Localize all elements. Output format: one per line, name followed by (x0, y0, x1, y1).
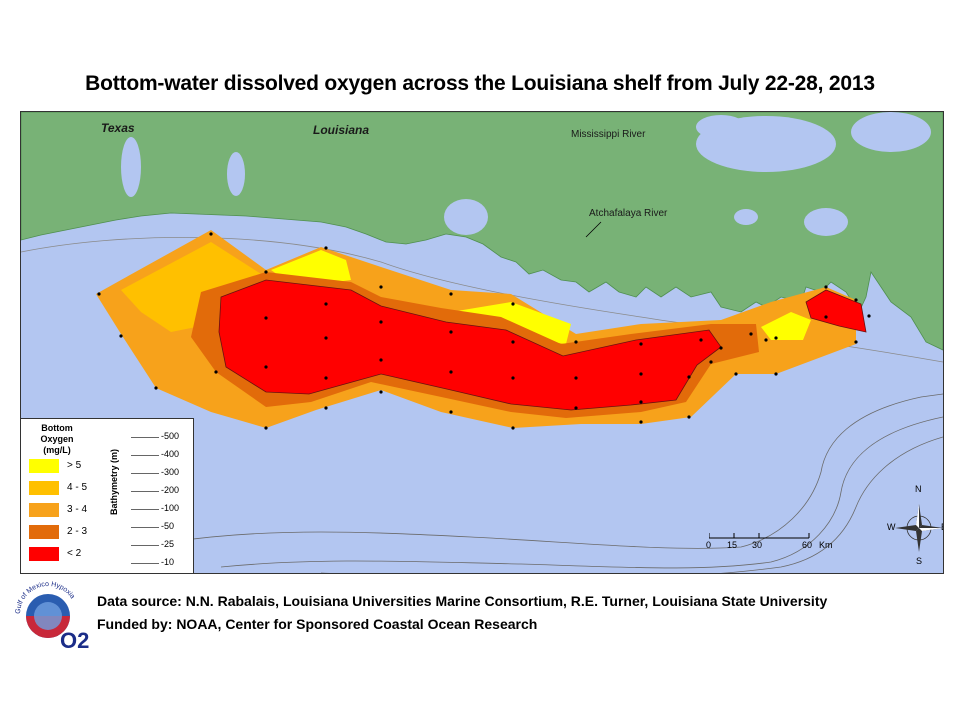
bathy-contour-500 (220, 416, 943, 569)
label-texas: Texas (101, 121, 135, 135)
zone-lt2-east (805, 289, 867, 333)
lake-2 (227, 152, 245, 196)
bathymetry-item: -50 (131, 521, 191, 533)
funding-line: Funded by: NOAA, Center for Sponsored Co… (97, 616, 538, 632)
map-title: Bottom-water dissolved oxygen across the… (85, 72, 875, 95)
legend-item: > 5 (29, 459, 124, 475)
scale-tick: 0 (706, 540, 712, 550)
legend-swatch (29, 481, 59, 495)
label-atchafalaya-river: Atchafalaya River (589, 208, 668, 219)
lake-5 (851, 112, 931, 152)
legend-swatch (29, 547, 59, 561)
label-louisiana: Louisiana (313, 123, 370, 137)
scale-tick: 60 (802, 540, 813, 550)
compass-n: N (915, 484, 922, 494)
bathymetry-item: -100 (131, 503, 191, 515)
credits: Data source: N.N. Rabalais, Louisiana Un… (97, 590, 827, 636)
hypoxia-map: Texas Louisiana Mississippi River Atchaf… (20, 111, 944, 574)
map-legend: Bottom Oxygen (mg/L) > 5 4 - 5 3 - 4 2 -… (21, 418, 194, 573)
map-canvas (21, 112, 943, 573)
scale-unit: Km (819, 540, 833, 550)
bathymetry-item: -400 (131, 449, 191, 461)
bathymetry-item: -200 (131, 485, 191, 497)
label-mississippi-river: Mississippi River (571, 129, 646, 140)
legend-title-line1: Bottom Oxygen (40, 423, 74, 444)
bathymetry-item: -10 (131, 557, 191, 569)
scale-bar: 0 15 30 60 Km (706, 530, 849, 560)
scale-tick: 15 (727, 540, 738, 550)
bathy-contour-200 (170, 393, 943, 549)
zone-gt5-east (761, 312, 811, 340)
scale-tick: 30 (752, 540, 763, 550)
compass-icon (895, 504, 943, 552)
legend-label: 2 - 3 (67, 526, 88, 537)
lake-6 (696, 115, 746, 139)
zone-lt2 (218, 279, 722, 411)
lake-8 (734, 209, 758, 225)
bathymetry-item: -500 (131, 431, 191, 443)
bathymetry-item: -25 (131, 539, 191, 551)
scale-bar-line (709, 533, 810, 539)
legend-item: 2 - 3 (29, 525, 124, 541)
legend-item: 4 - 5 (29, 481, 124, 497)
legend-swatch (29, 459, 59, 473)
compass-rose: N S E W (887, 484, 943, 568)
legend-item: < 2 (29, 547, 124, 563)
logo-mark: O2 (60, 628, 89, 652)
bathy-contour-1000 (321, 436, 943, 573)
logo-icon: Gulf of Mexico Hypoxia O2 (15, 581, 89, 653)
legend-label: < 2 (67, 548, 82, 559)
lake-3 (444, 199, 488, 235)
legend-swatch (29, 525, 59, 539)
lake-1 (121, 137, 141, 197)
compass-s: S (916, 556, 923, 566)
hypoxia-logo: Gulf of Mexico Hypoxia O2 (10, 572, 90, 653)
legend-label: 3 - 4 (67, 504, 88, 515)
atchafalaya-pointer (585, 221, 602, 238)
sampling-stations (97, 232, 871, 430)
legend-title-line2: (mg/L) (43, 445, 71, 455)
compass-e: E (941, 522, 943, 532)
legend-title: Bottom Oxygen (mg/L) (27, 423, 87, 456)
legend-item: 3 - 4 (29, 503, 124, 519)
lake-7 (804, 208, 848, 236)
compass-w: W (887, 522, 896, 532)
bathymetry-item: -300 (131, 467, 191, 479)
legend-swatch (29, 503, 59, 517)
data-source-line: Data source: N.N. Rabalais, Louisiana Un… (97, 593, 828, 609)
bathymetry-title: Bathymetry (m) (109, 448, 119, 515)
legend-label: 4 - 5 (67, 482, 88, 493)
legend-label: > 5 (67, 460, 82, 471)
